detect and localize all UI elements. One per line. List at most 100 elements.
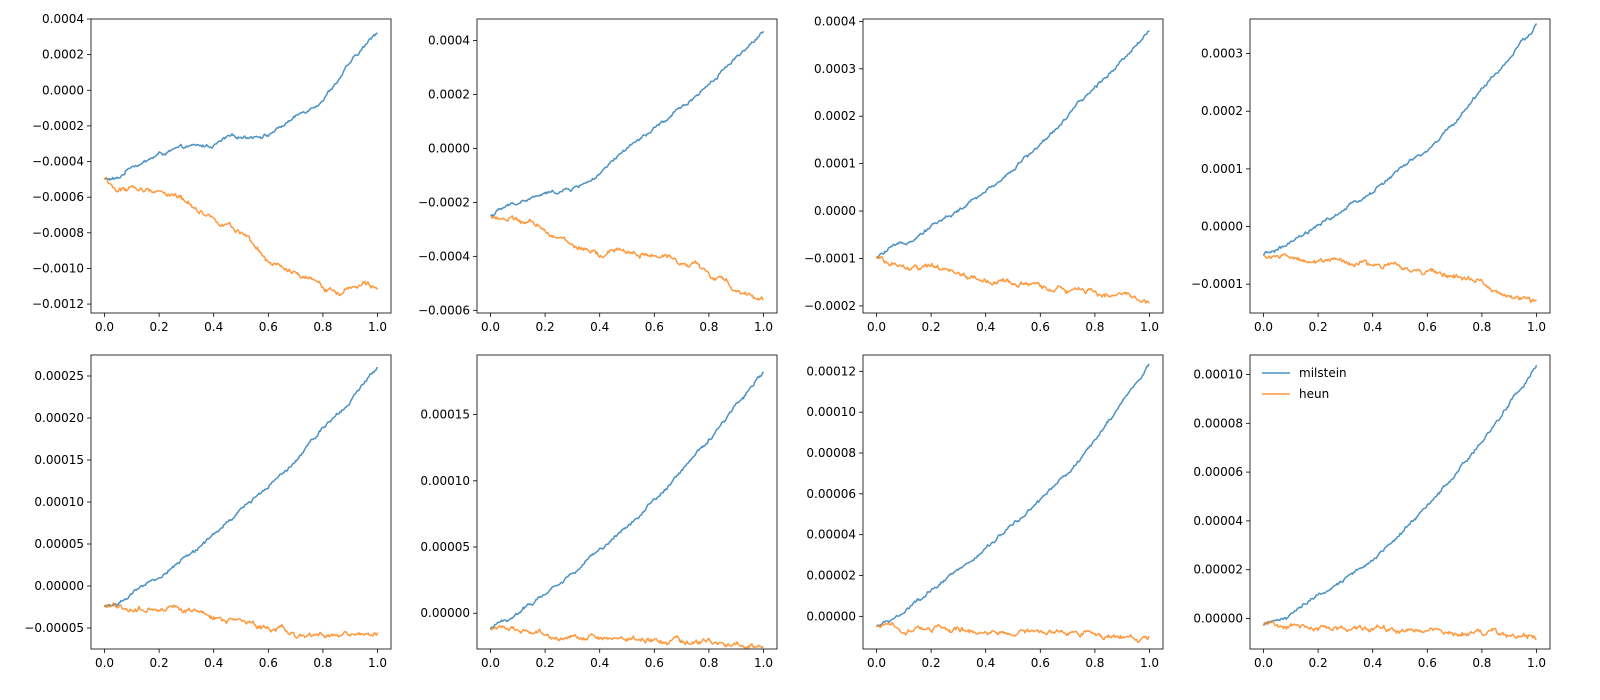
x-tick-label: 0.8 bbox=[1085, 320, 1104, 334]
y-tick-label: 0.0000 bbox=[42, 83, 84, 97]
subplot-8: 0.0 0.2 0.4 0.6 0.8 1.0 0.00000 0.00002 0.00004 0… bbox=[1193, 354, 1551, 670]
y-tick-label: 0.00000 bbox=[1193, 612, 1243, 626]
x-tick-label: 0.4 bbox=[204, 656, 223, 670]
x-tick-label: 1.0 bbox=[754, 656, 773, 670]
x-tick-label: 0.6 bbox=[1418, 656, 1437, 670]
y-tick-label: 0.00000 bbox=[420, 606, 470, 620]
series-line-milstein bbox=[875, 30, 1150, 259]
y-tick-label: 0.0001 bbox=[814, 157, 856, 171]
x-tick-label: 0.6 bbox=[1031, 656, 1050, 670]
y-tick-label: −0.00005 bbox=[24, 621, 84, 635]
x-tick-label: 0.6 bbox=[259, 656, 278, 670]
subplot-3: 0.0 0.2 0.4 0.6 0.8 1.0 −0.0002 −0.0001 0.0000 0.… bbox=[804, 14, 1164, 334]
x-tick-label: 0.4 bbox=[1363, 320, 1382, 334]
y-tick-label: 0.0003 bbox=[814, 62, 856, 76]
x-tick-label: 0.8 bbox=[313, 320, 332, 334]
series-line-heun bbox=[103, 177, 379, 297]
x-tick-label: 0.8 bbox=[313, 656, 332, 670]
y-tick-label: 0.00025 bbox=[34, 369, 84, 383]
x-tick-label: 0.8 bbox=[699, 656, 718, 670]
axes-frame bbox=[476, 354, 778, 650]
y-tick-label: 0.00012 bbox=[806, 364, 856, 378]
x-tick-label: 0.2 bbox=[536, 656, 555, 670]
axes-frame bbox=[1249, 354, 1551, 650]
x-tick-label: 0.4 bbox=[976, 320, 995, 334]
x-tick-label: 0.6 bbox=[645, 656, 664, 670]
y-tick-label: 0.00002 bbox=[1193, 563, 1243, 577]
x-tick-label: 0.0 bbox=[481, 320, 500, 334]
y-tick-label: 0.0002 bbox=[428, 88, 470, 102]
y-tick-label: −0.0001 bbox=[1191, 277, 1243, 291]
axes-frame bbox=[862, 18, 1164, 314]
series-line-milstein bbox=[1262, 364, 1538, 627]
subplot-7: 0.0 0.2 0.4 0.6 0.8 1.0 0.00000 0.00002 0.00004 0… bbox=[806, 354, 1164, 670]
x-tick-label: 0.8 bbox=[699, 320, 718, 334]
x-tick-label: 0.4 bbox=[590, 320, 609, 334]
series-line-heun bbox=[876, 621, 1150, 643]
y-tick-label: −0.0002 bbox=[418, 195, 470, 209]
x-tick-label: 0.8 bbox=[1085, 656, 1104, 670]
y-tick-label: 0.00015 bbox=[34, 453, 84, 467]
y-tick-label: 0.00010 bbox=[420, 474, 470, 488]
y-tick-label: −0.0004 bbox=[32, 155, 84, 169]
y-tick-label: −0.0002 bbox=[32, 119, 84, 133]
x-tick-label: 0.4 bbox=[1363, 656, 1382, 670]
y-tick-label: 0.0002 bbox=[814, 109, 856, 123]
y-tick-label: −0.0008 bbox=[32, 226, 84, 240]
y-tick-label: 0.0002 bbox=[42, 48, 84, 62]
x-tick-label: 0.2 bbox=[150, 656, 169, 670]
y-tick-label: 0.00000 bbox=[34, 579, 84, 593]
series-line-heun bbox=[1263, 252, 1538, 304]
y-tick-label: −0.0001 bbox=[804, 251, 856, 265]
y-tick-label: 0.00005 bbox=[34, 537, 84, 551]
y-tick-label: 0.00006 bbox=[806, 487, 856, 501]
subplot-5: 0.0 0.2 0.4 0.6 0.8 1.0 −0.00005 0.00000 0.00005… bbox=[24, 354, 392, 670]
series-line-heun bbox=[490, 215, 764, 301]
x-tick-label: 0.0 bbox=[867, 656, 886, 670]
series-line-milstein bbox=[103, 366, 379, 608]
x-tick-label: 1.0 bbox=[1140, 656, 1159, 670]
x-tick-label: 0.6 bbox=[1418, 320, 1437, 334]
y-tick-label: 0.00008 bbox=[1193, 416, 1243, 430]
series-line-milstein bbox=[875, 363, 1150, 628]
subplot-4: 0.0 0.2 0.4 0.6 0.8 1.0 −0.0001 0.0000 0.0001 0.0… bbox=[1191, 18, 1551, 334]
x-tick-label: 0.6 bbox=[1031, 320, 1050, 334]
x-tick-label: 1.0 bbox=[1527, 656, 1546, 670]
y-tick-label: 0.0003 bbox=[1201, 47, 1243, 61]
legend: milstein heun bbox=[1262, 366, 1347, 401]
axes-frame bbox=[1249, 18, 1551, 314]
x-tick-label: 0.0 bbox=[95, 656, 114, 670]
subplot-1: 0.0 0.2 0.4 0.6 0.8 1.0 −0.0012 −0.0010 −0.0008 −… bbox=[32, 12, 392, 334]
y-tick-label: 0.0000 bbox=[814, 204, 856, 218]
x-tick-label: 0.4 bbox=[204, 320, 223, 334]
y-tick-label: 0.00010 bbox=[34, 495, 84, 509]
y-tick-label: 0.0000 bbox=[1201, 220, 1243, 234]
series-line-milstein bbox=[490, 30, 765, 217]
series-line-heun bbox=[103, 602, 379, 639]
x-tick-label: 0.2 bbox=[150, 320, 169, 334]
y-tick-label: 0.00004 bbox=[1193, 514, 1243, 528]
y-tick-label: 0.00010 bbox=[806, 405, 856, 419]
subplot-6: 0.0 0.2 0.4 0.6 0.8 1.0 0.00000 0.00005 0.00010 0… bbox=[420, 354, 778, 670]
x-tick-label: 0.4 bbox=[976, 656, 995, 670]
x-tick-label: 0.0 bbox=[867, 320, 886, 334]
x-tick-label: 0.2 bbox=[922, 320, 941, 334]
legend-label-heun: heun bbox=[1299, 387, 1329, 401]
x-tick-label: 0.8 bbox=[1472, 320, 1491, 334]
axes-frame bbox=[862, 354, 1164, 650]
y-tick-label: −0.0002 bbox=[804, 299, 856, 313]
x-tick-label: 1.0 bbox=[1140, 320, 1159, 334]
y-tick-label: −0.0010 bbox=[32, 261, 84, 275]
series-line-milstein bbox=[1262, 23, 1538, 256]
y-tick-label: 0.00015 bbox=[420, 408, 470, 422]
y-tick-label: 0.00010 bbox=[1193, 368, 1243, 382]
y-tick-label: 0.0000 bbox=[428, 141, 470, 155]
x-tick-label: 0.0 bbox=[481, 656, 500, 670]
x-tick-label: 0.6 bbox=[645, 320, 664, 334]
y-tick-label: −0.0004 bbox=[418, 249, 470, 263]
x-tick-label: 0.2 bbox=[922, 656, 941, 670]
y-tick-label: 0.0001 bbox=[1201, 162, 1243, 176]
y-tick-label: 0.00020 bbox=[34, 411, 84, 425]
